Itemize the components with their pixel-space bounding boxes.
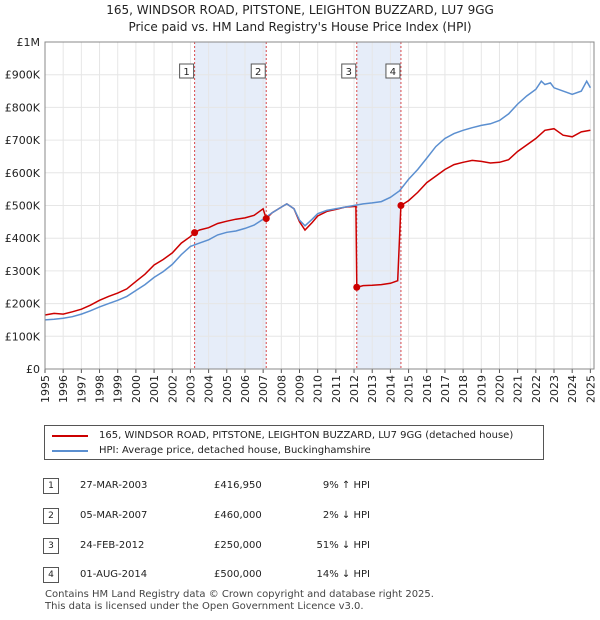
legend-label-hpi: HPI: Average price, detached house, Buck… [99, 445, 371, 456]
x-tick-label: 2010 [312, 375, 325, 403]
x-tick-label: 2006 [239, 375, 252, 403]
x-tick-label: 2015 [403, 375, 416, 403]
y-tick-label: £100K [5, 330, 41, 343]
chart-title: 165, WINDSOR ROAD, PITSTONE, LEIGHTON BU… [106, 3, 494, 17]
x-tick-label: 2000 [130, 375, 143, 403]
x-tick-label: 2011 [330, 375, 343, 403]
legend-swatch-hpi [52, 450, 88, 452]
chart-subtitle: Price paid vs. HM Land Registry's House … [128, 20, 472, 34]
transaction-label-box [250, 63, 266, 79]
x-tick-label: 2023 [548, 375, 561, 403]
transaction-label-box [341, 63, 357, 79]
x-tick-label: 1998 [94, 375, 107, 403]
property-price-line [44, 127, 591, 316]
x-tick-label: 2016 [421, 375, 434, 403]
x-tick-label: 2017 [439, 375, 452, 403]
transaction-hpi: 14% ↓ HPI [316, 569, 370, 580]
transaction-row: 1 27-MAR-2003 £416,950 9% ↑ HPI [0, 478, 600, 496]
transaction-hpi: 51% ↓ HPI [316, 540, 370, 551]
legend-swatch-property [52, 435, 88, 437]
x-tick-label: 2007 [257, 375, 270, 403]
y-tick-label: £200K [5, 298, 41, 311]
transaction-number: 3 [43, 538, 59, 554]
y-tick-label: £500K [5, 200, 41, 213]
transaction-point [191, 229, 199, 237]
x-tick-label: 2014 [384, 375, 397, 403]
transaction-date: 05-MAR-2007 [80, 510, 148, 521]
x-tick-label: 2008 [275, 375, 288, 403]
x-tick-label: 1999 [112, 375, 125, 403]
y-tick-label: £800K [5, 101, 41, 114]
transaction-date: 24-FEB-2012 [80, 540, 145, 551]
x-tick-label: 1995 [39, 375, 52, 403]
transaction-price: £416,950 [214, 480, 262, 491]
transaction-number: 1 [43, 478, 59, 494]
transaction-point [353, 283, 361, 291]
transaction-date: 01-AUG-2014 [80, 569, 148, 580]
x-tick-label: 2022 [530, 375, 543, 403]
transaction-price: £500,000 [214, 569, 262, 580]
x-tick-label: 2003 [184, 375, 197, 403]
plot-frame [44, 41, 595, 370]
transaction-hpi: 9% ↑ HPI [322, 480, 370, 491]
transaction-label-box [179, 63, 195, 79]
transaction-price: £460,000 [214, 510, 262, 521]
y-tick-label: £300K [5, 265, 41, 278]
footer-copyright: Contains HM Land Registry data © Crown c… [45, 589, 434, 600]
x-tick-label: 2004 [203, 375, 216, 403]
transaction-label: 4 [390, 67, 396, 78]
x-tick-label: 1996 [57, 375, 70, 403]
transaction-row: 4 01-AUG-2014 £500,000 14% ↓ HPI [0, 567, 600, 585]
price-chart: £0 £100K £200K £300K £400K £500K £600K £700K £80… [5, 36, 598, 403]
x-tick-label: 2019 [475, 375, 488, 403]
y-tick-label: £1M [17, 36, 41, 49]
x-tick-label: 2012 [348, 375, 361, 403]
x-tick-label: 2013 [366, 375, 379, 403]
transaction-label: 2 [255, 67, 261, 78]
y-tick-label: £400K [5, 232, 41, 245]
x-tick-label: 2001 [148, 375, 161, 403]
y-tick-label: £0 [26, 363, 40, 376]
y-tick-label: £900K [5, 69, 41, 82]
x-tick-label: 2024 [566, 375, 579, 403]
transaction-point [397, 202, 405, 209]
transaction-label: 1 [183, 67, 189, 78]
hpi-line [44, 79, 592, 321]
x-tick-label: 2020 [493, 375, 506, 403]
x-tick-label: 1997 [75, 375, 88, 403]
transaction-price: £250,000 [214, 540, 262, 551]
transaction-label-box [385, 63, 401, 79]
y-tick-label: £600K [5, 167, 41, 180]
legend: 165, WINDSOR ROAD, PITSTONE, LEIGHTON BU… [44, 425, 544, 460]
x-tick-label: 2002 [166, 375, 179, 403]
x-tick-label: 2021 [512, 375, 525, 403]
transaction-hpi: 2% ↓ HPI [322, 510, 370, 521]
x-tick-label: 2018 [457, 375, 470, 403]
footer-licence: This data is licensed under the Open Gov… [45, 601, 364, 612]
y-tick-label: £700K [5, 134, 41, 147]
x-tick-label: 2009 [294, 375, 307, 403]
transaction-date: 27-MAR-2003 [80, 480, 148, 491]
legend-label-property: 165, WINDSOR ROAD, PITSTONE, LEIGHTON BU… [99, 430, 514, 441]
transaction-number: 2 [43, 508, 59, 524]
transaction-number: 4 [43, 567, 59, 583]
transaction-point [262, 215, 270, 223]
transaction-row: 2 05-MAR-2007 £460,000 2% ↓ HPI [0, 508, 600, 526]
transaction-label: 3 [346, 67, 352, 78]
transaction-row: 3 24-FEB-2012 £250,000 51% ↓ HPI [0, 538, 600, 556]
x-tick-label: 2025 [584, 375, 597, 403]
x-tick-label: 2005 [221, 375, 234, 403]
